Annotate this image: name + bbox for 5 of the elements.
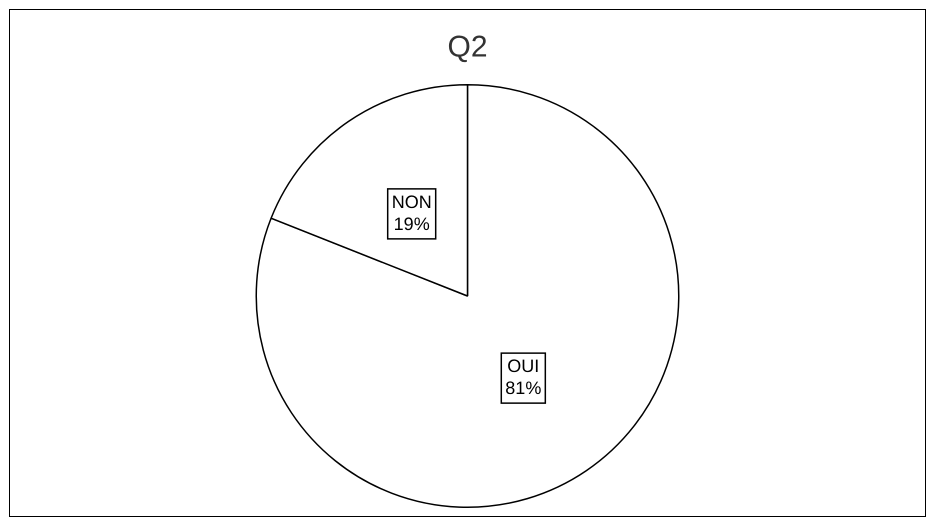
chart-title: Q2 — [447, 30, 488, 64]
data-label: 81% — [505, 378, 542, 398]
slice-label: NON — [392, 192, 432, 212]
slice-label: OUI — [507, 356, 540, 376]
data-label: 19% — [394, 214, 430, 234]
